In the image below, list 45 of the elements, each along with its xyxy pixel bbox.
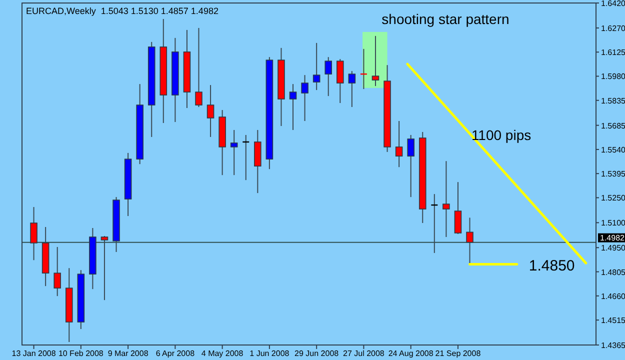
- x-tick-label: 27 Jul 2008: [343, 349, 385, 358]
- y-tick-label: 1.5980: [601, 72, 625, 82]
- x-tick-label: 13 Jan 2008: [12, 349, 56, 358]
- y-tick-label: 1.6270: [601, 24, 625, 33]
- y-tick-label: 1.5100: [601, 218, 625, 228]
- x-tick-label: 9 Mar 2008: [108, 349, 149, 358]
- y-tick-label: 1.5685: [601, 121, 625, 130]
- annotation: shooting star pattern: [382, 10, 510, 27]
- y-tick-label: 1.5395: [601, 170, 625, 179]
- y-tick-label: 1.6420: [601, 0, 625, 8]
- x-tick-label: 24 Aug 2008: [388, 349, 434, 358]
- candlestick: [395, 120, 403, 168]
- y-tick-label: 1.4515: [601, 316, 625, 326]
- candlestick: [195, 27, 202, 108]
- annotation: 1.4850: [528, 257, 575, 274]
- annotation: 1100 pips: [471, 126, 532, 143]
- candlestick: [54, 246, 61, 297]
- y-tick-label: 1.4660: [601, 292, 625, 301]
- y-tick-label: 1.5835: [601, 96, 625, 106]
- candlestick: [289, 84, 297, 130]
- candlestick: [230, 129, 238, 176]
- x-tick-label: 1 Jun 2008: [250, 349, 290, 358]
- chart-title: EURCAD,Weekly 1.5043 1.5130 1.4857 1.4982: [26, 6, 218, 16]
- x-tick-label: 4 May 2008: [201, 349, 244, 358]
- candlestick: [206, 84, 214, 138]
- candlestick: [324, 56, 332, 97]
- candlestick: [454, 182, 462, 234]
- y-tick-label: 1.4805: [601, 268, 625, 277]
- y-tick-label: 1.5540: [601, 145, 625, 154]
- x-tick-label: 6 Apr 2008: [156, 349, 196, 358]
- candlestick: [407, 134, 414, 198]
- candlestick: [372, 35, 380, 87]
- candlestick: [312, 42, 320, 91]
- candlestick: [336, 58, 344, 104]
- candlestick: [442, 160, 450, 238]
- candlestick: [348, 70, 356, 108]
- y-tick-label: 1.6125: [601, 48, 625, 58]
- ref-line-label: 1.4982: [600, 233, 625, 242]
- y-tick-label: 1.4365: [601, 341, 625, 350]
- x-tick-label: 29 Jun 2008: [294, 349, 340, 358]
- candlestick: [301, 74, 308, 122]
- x-tick-label: 21 Sep 2008: [435, 349, 482, 358]
- y-tick-label: 1.4950: [601, 244, 625, 253]
- x-tick-label: 10 Feb 2008: [58, 349, 104, 358]
- y-tick-label: 1.5250: [601, 194, 625, 203]
